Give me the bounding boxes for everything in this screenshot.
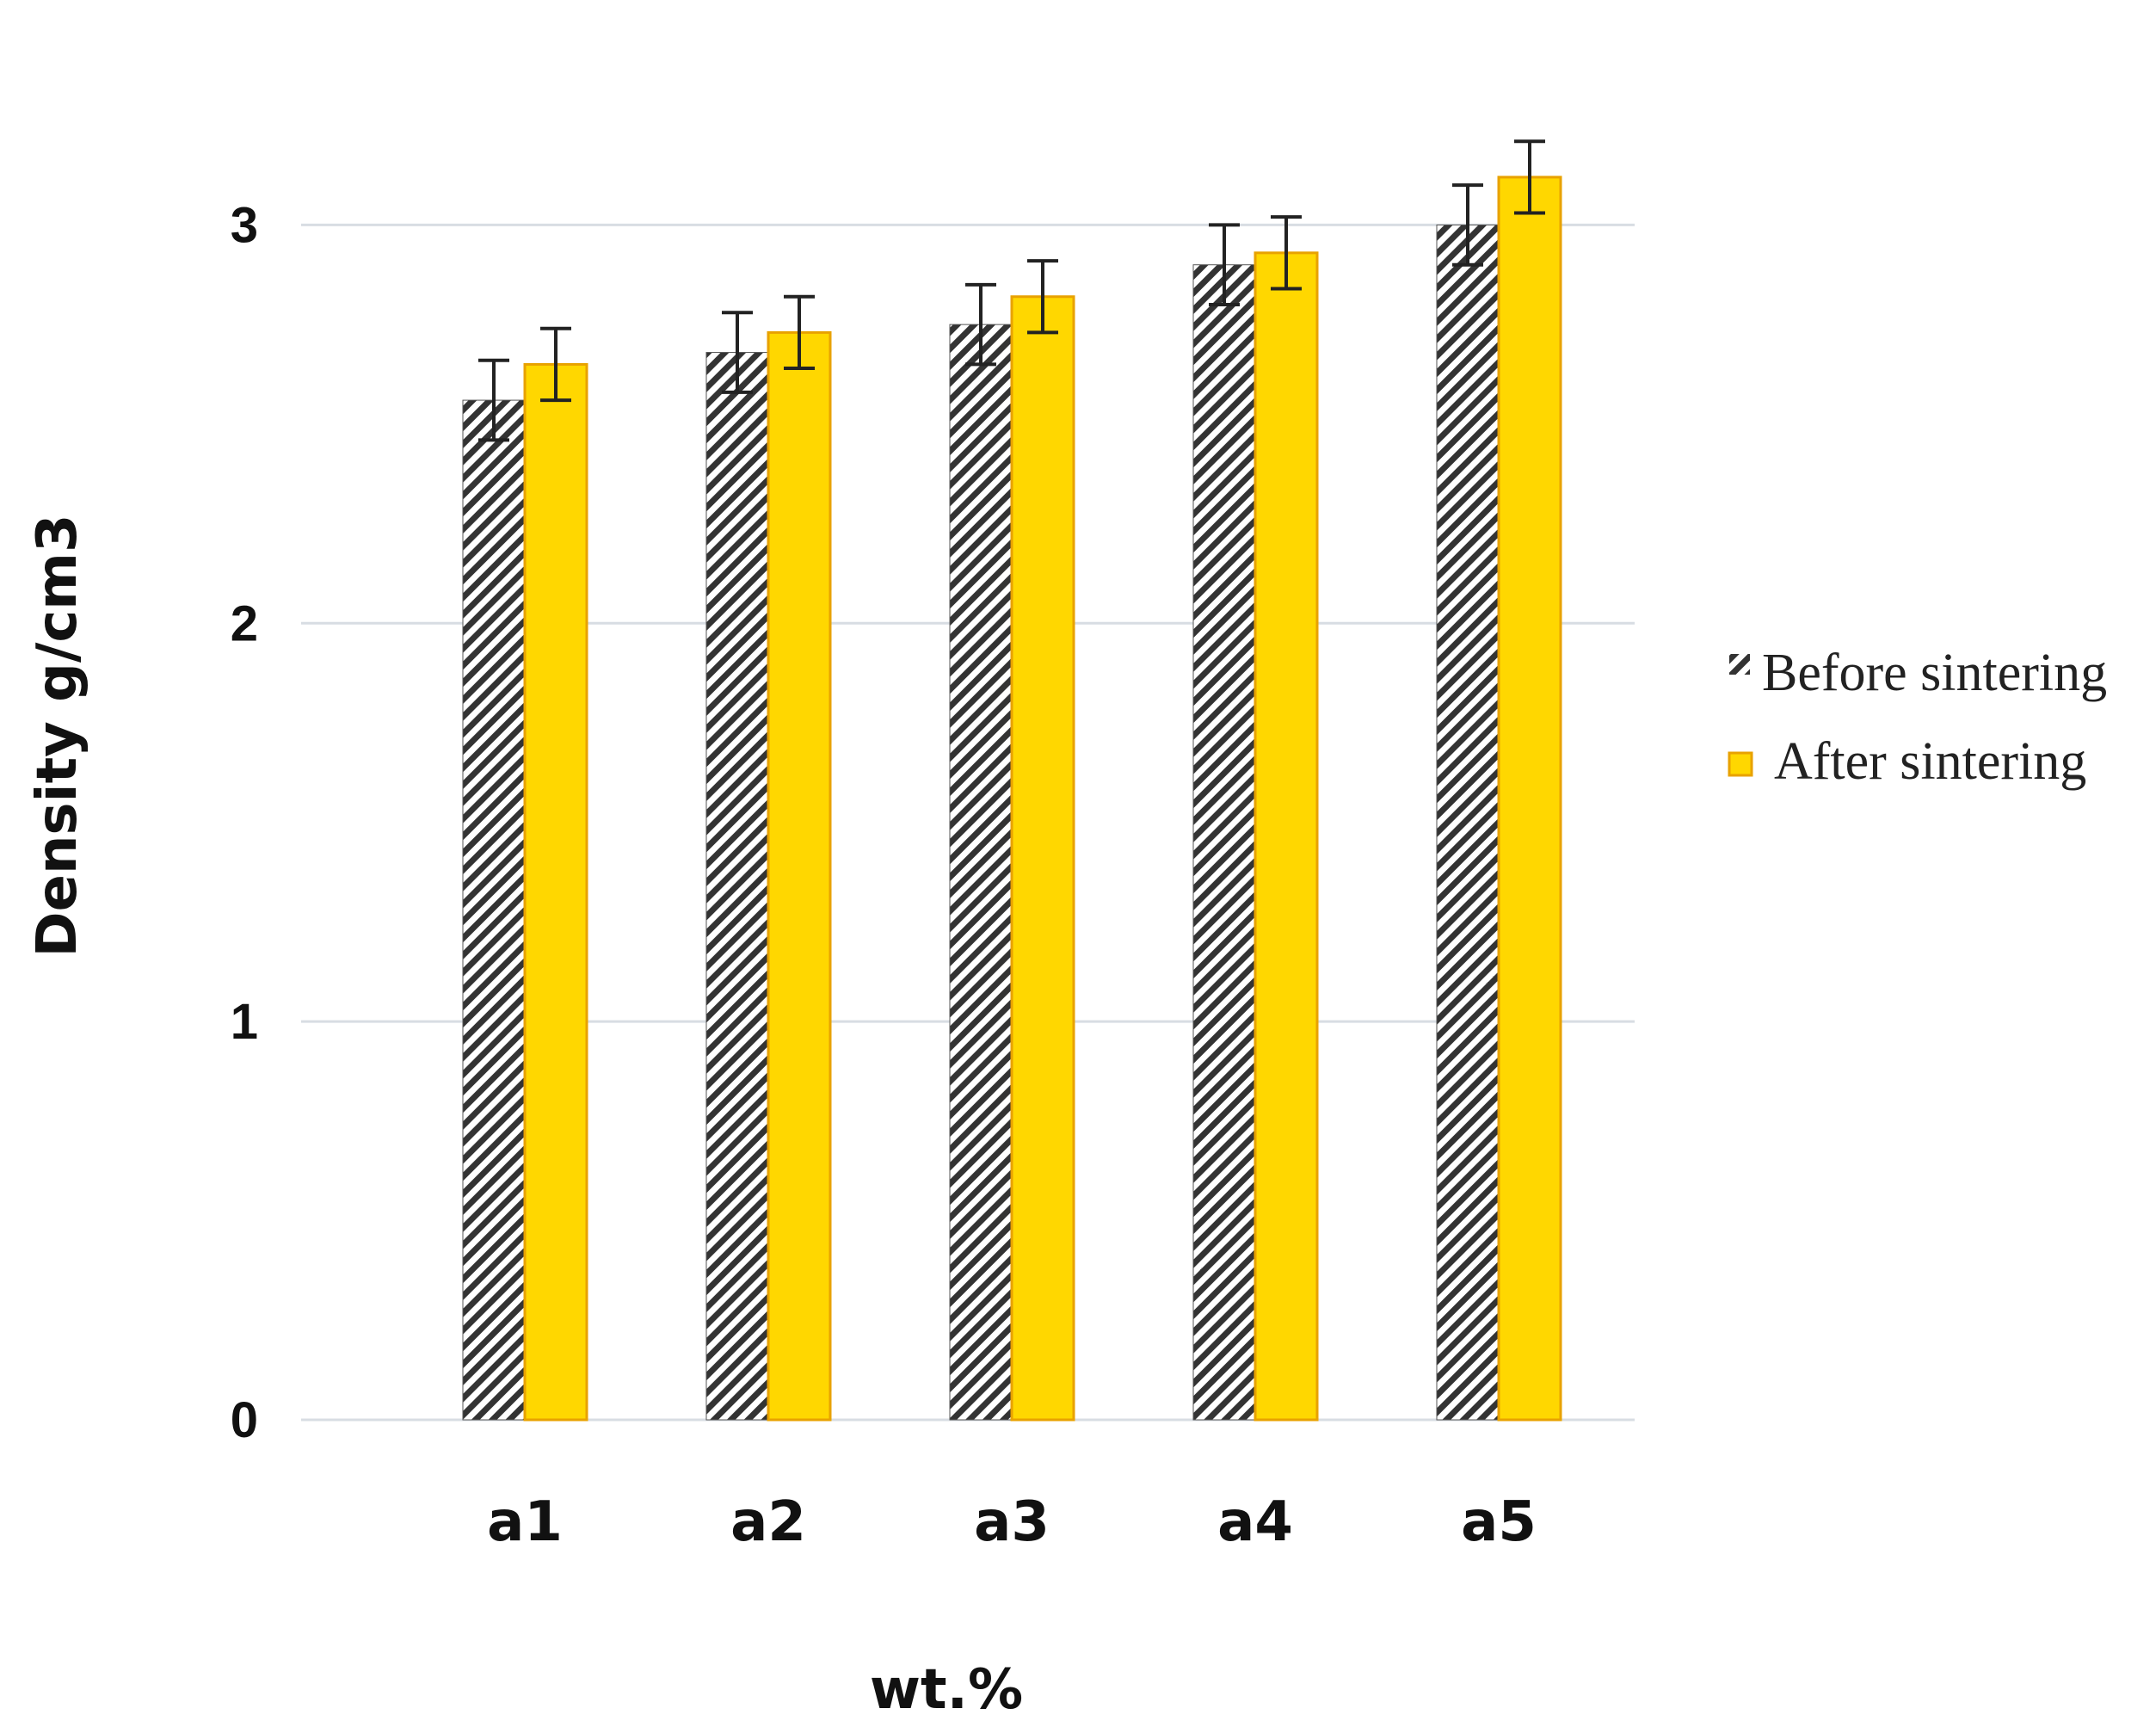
error-bars: [478, 139, 1545, 442]
bar-after-a2: [767, 330, 832, 1422]
y-tick-labels: 0 1 2 3: [231, 197, 258, 1448]
y-axis-title: Density g/cm3: [26, 514, 89, 957]
bar-after-a5: [1497, 176, 1562, 1422]
x-tick-label: a4: [1217, 1490, 1293, 1554]
x-tick-labels: a1 a2 a3 a4 a5: [487, 1490, 1537, 1554]
y-tick-label: 3: [231, 197, 258, 253]
bars: [462, 176, 1562, 1422]
bar-before-a4: [1192, 264, 1256, 1421]
legend-label-before: Before sintering: [1762, 644, 2107, 702]
y-tick-label: 0: [231, 1392, 258, 1448]
bar-before-a3: [949, 324, 1013, 1421]
x-axis-title: wt.%: [870, 1658, 1023, 1721]
y-tick-label: 1: [231, 994, 258, 1050]
legend-label-after: After sintering: [1774, 732, 2086, 791]
x-tick-label: a5: [1461, 1490, 1537, 1554]
bar-before-a1: [462, 399, 526, 1421]
x-tick-label: a2: [730, 1490, 806, 1554]
bar-after-a4: [1254, 251, 1319, 1422]
legend-swatch-before: [1729, 654, 1750, 675]
bar-before-a2: [705, 352, 769, 1421]
legend-swatch-after: [1728, 751, 1753, 777]
bar-after-a1: [523, 362, 588, 1422]
x-tick-label: a1: [487, 1490, 563, 1554]
bar-before-a5: [1436, 224, 1500, 1421]
x-tick-label: a3: [974, 1490, 1050, 1554]
legend: Before sintering After sintering: [1728, 644, 2107, 791]
y-tick-label: 2: [231, 595, 258, 651]
bar-after-a3: [1010, 295, 1075, 1422]
